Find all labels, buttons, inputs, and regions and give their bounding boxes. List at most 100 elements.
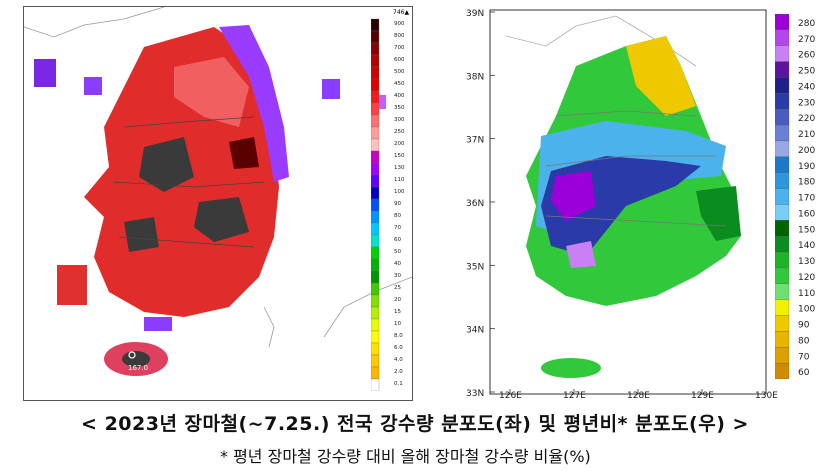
ratio-scale-swatch <box>775 61 790 78</box>
rainfall-scale-label: 0.1 <box>394 381 403 387</box>
max-point-label: 167.0 <box>128 364 148 372</box>
ratio-scale-swatch <box>775 236 790 253</box>
rainfall-scale-label: 4.0 <box>394 357 403 363</box>
ratio-scale-swatch <box>775 93 790 110</box>
rainfall-scale-swatch <box>371 66 380 80</box>
ratio-map-svg: 39N 38N 37N 36N 35N 34N 33N 126E 127E 128E 129E 13… <box>466 9 778 400</box>
rainfall-scale-swatch <box>371 318 380 332</box>
rainfall-scale-swatch <box>371 258 380 272</box>
rainfall-scale-label: 100 <box>394 189 405 195</box>
rainfall-scale-label: 40 <box>394 261 401 267</box>
rainfall-scale-label: 500 <box>394 69 405 75</box>
ratio-scale-swatch <box>775 172 790 189</box>
rainfall-scale-swatch <box>371 18 380 32</box>
rainfall-scale-swatch <box>371 282 380 296</box>
coastline-tsushima <box>263 306 275 348</box>
ratio-scale-label: 200 <box>798 146 815 156</box>
ratio-scale-swatch <box>775 109 790 126</box>
province-borders-right <box>545 110 727 227</box>
province-borders <box>113 116 265 248</box>
latitude-label: 33N <box>466 389 484 399</box>
ratio-scale-swatch <box>775 45 790 62</box>
rainfall-scale-swatch <box>371 54 380 68</box>
ratio-scale-label: 220 <box>798 114 815 124</box>
rainfall-scale-swatch <box>371 186 380 200</box>
rainfall-scale-swatch <box>371 90 380 104</box>
ratio-scale-label: 230 <box>798 98 815 108</box>
ratio-scale-swatch <box>775 29 790 46</box>
coastline-north <box>24 7 165 38</box>
rainfall-scale-label: 450 <box>394 81 405 87</box>
latitude-label: 37N <box>466 136 484 146</box>
ratio-color-scale <box>775 14 790 379</box>
rainfall-area-heavy-2 <box>194 197 249 242</box>
ratio-scale-label: 250 <box>798 67 815 77</box>
rainfall-scale-label: 600 <box>394 57 405 63</box>
rainfall-distribution-map: 167.0 746▲ 900 800 700 600 500 450 400 350 300 250… <box>23 6 413 401</box>
jeju-ratio <box>541 358 601 378</box>
rainfall-scale-label: 110 <box>394 177 405 183</box>
ratio-scale-label: 90 <box>798 321 810 331</box>
latitude-label: 39N <box>466 9 484 19</box>
rainfall-area-heavy-4 <box>229 137 259 169</box>
rainfall-scale-swatch <box>371 234 380 248</box>
rainfall-area-heavy-3 <box>124 217 159 252</box>
rainfall-scale-swatch <box>371 306 380 320</box>
ratio-to-normal-map: 39N 38N 37N 36N 35N 34N 33N 126E 127E 128E 129E 13… <box>466 6 828 400</box>
rainfall-scale-label: 6.0 <box>394 345 403 351</box>
rainfall-scale-swatch <box>371 342 380 356</box>
rainfall-scale-label: 90 <box>394 201 401 207</box>
rainfall-scale-label: 8.0 <box>394 333 403 339</box>
longitude-labels: 126E 127E 128E 129E 130E <box>499 389 778 400</box>
ratio-scale-label: 120 <box>798 273 815 283</box>
longitude-label: 127E <box>563 391 586 400</box>
latitude-labels: 39N 38N 37N 36N 35N 34N 33N <box>466 9 495 399</box>
ratio-scale-swatch <box>775 77 790 94</box>
rainfall-scale-label: 10 <box>394 321 401 327</box>
ratio-scale-label: 170 <box>798 194 815 204</box>
rainfall-scale-swatch <box>371 354 380 368</box>
ratio-scale-label: 130 <box>798 257 815 267</box>
ratio-scale-label: 210 <box>798 130 815 140</box>
longitude-label: 130E <box>755 391 778 400</box>
ratio-scale-label: 280 <box>798 19 815 29</box>
rainfall-patch-southwest <box>57 265 87 305</box>
ratio-scale-label: 60 <box>798 368 810 378</box>
rainfall-scale-labels: 746▲900800700600500450400350300250200150… <box>393 9 409 387</box>
rainfall-scale-label: 200 <box>394 141 405 147</box>
figure-footnote: * 평년 장마철 강수량 대비 올해 장마철 강수량 비율(%) <box>220 447 591 466</box>
ratio-scale-label: 70 <box>798 352 810 362</box>
rainfall-scale-label: 150 <box>394 153 405 159</box>
latitude-label: 36N <box>466 199 484 209</box>
rainfall-scale-swatch <box>371 78 380 92</box>
rainfall-scale-swatch <box>371 126 380 140</box>
ratio-scale-swatch <box>775 188 790 205</box>
rainfall-scale-swatch <box>371 330 380 344</box>
ratio-scale-label: 100 <box>798 305 815 315</box>
rainfall-scale-swatch <box>371 102 380 116</box>
rainfall-scale-label: 60 <box>394 237 401 243</box>
longitude-label: 128E <box>627 391 650 400</box>
rainfall-scale-label: 30 <box>394 273 401 279</box>
latitude-label: 34N <box>466 326 484 336</box>
ratio-area-east <box>696 186 741 241</box>
ratio-scale-swatch <box>775 267 790 284</box>
max-point-marker <box>128 351 136 359</box>
rainfall-scale-label: 250 <box>394 129 405 135</box>
ratio-scale-swatch <box>775 362 790 379</box>
rainfall-area-east-coast <box>219 25 289 182</box>
rainfall-scale-swatch <box>371 42 380 56</box>
ratio-scale-swatch <box>775 156 790 173</box>
ratio-scale-swatch <box>775 283 790 300</box>
longitude-label: 126E <box>499 391 522 400</box>
ratio-scale-label: 270 <box>798 35 815 45</box>
ratio-scale-label: 160 <box>798 209 815 219</box>
latitude-label: 35N <box>466 262 484 272</box>
rainfall-area-north <box>174 57 249 127</box>
ratio-scale-swatch <box>775 299 790 316</box>
ratio-scale-label: 240 <box>798 82 815 92</box>
rainfall-patch-west <box>34 59 56 87</box>
rainfall-scale-label: 80 <box>394 213 401 219</box>
rainfall-scale-swatch <box>371 30 380 44</box>
rainfall-scale-swatch <box>371 366 380 380</box>
